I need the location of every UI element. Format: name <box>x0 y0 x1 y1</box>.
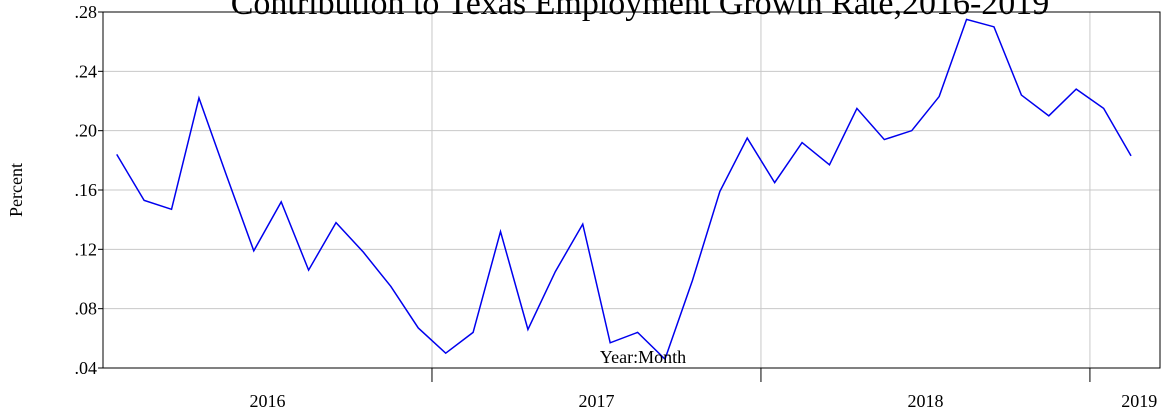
x-tick-label: 2019 <box>1121 391 1157 411</box>
y-tick-label: .16 <box>75 180 98 200</box>
y-tick-label: .12 <box>75 239 98 259</box>
y-tick-label: .08 <box>75 299 98 319</box>
y-axis-label: Percent <box>6 163 26 217</box>
x-tick-label: 2016 <box>249 391 285 411</box>
chart-title: Contribution to Texas Employment Growth … <box>231 0 1050 22</box>
y-tick-label: .24 <box>75 61 98 81</box>
grid <box>103 11 1160 369</box>
x-axis-label: Year:Month <box>600 347 686 367</box>
x-tick-label: 2018 <box>907 391 943 411</box>
x-tick-label: 2017 <box>578 391 614 411</box>
marks <box>116 18 1132 361</box>
y-tick-label: .04 <box>75 358 98 378</box>
line-series <box>116 18 1132 361</box>
y-tick-label: .28 <box>75 2 98 22</box>
y-tick-label: .20 <box>75 121 98 141</box>
